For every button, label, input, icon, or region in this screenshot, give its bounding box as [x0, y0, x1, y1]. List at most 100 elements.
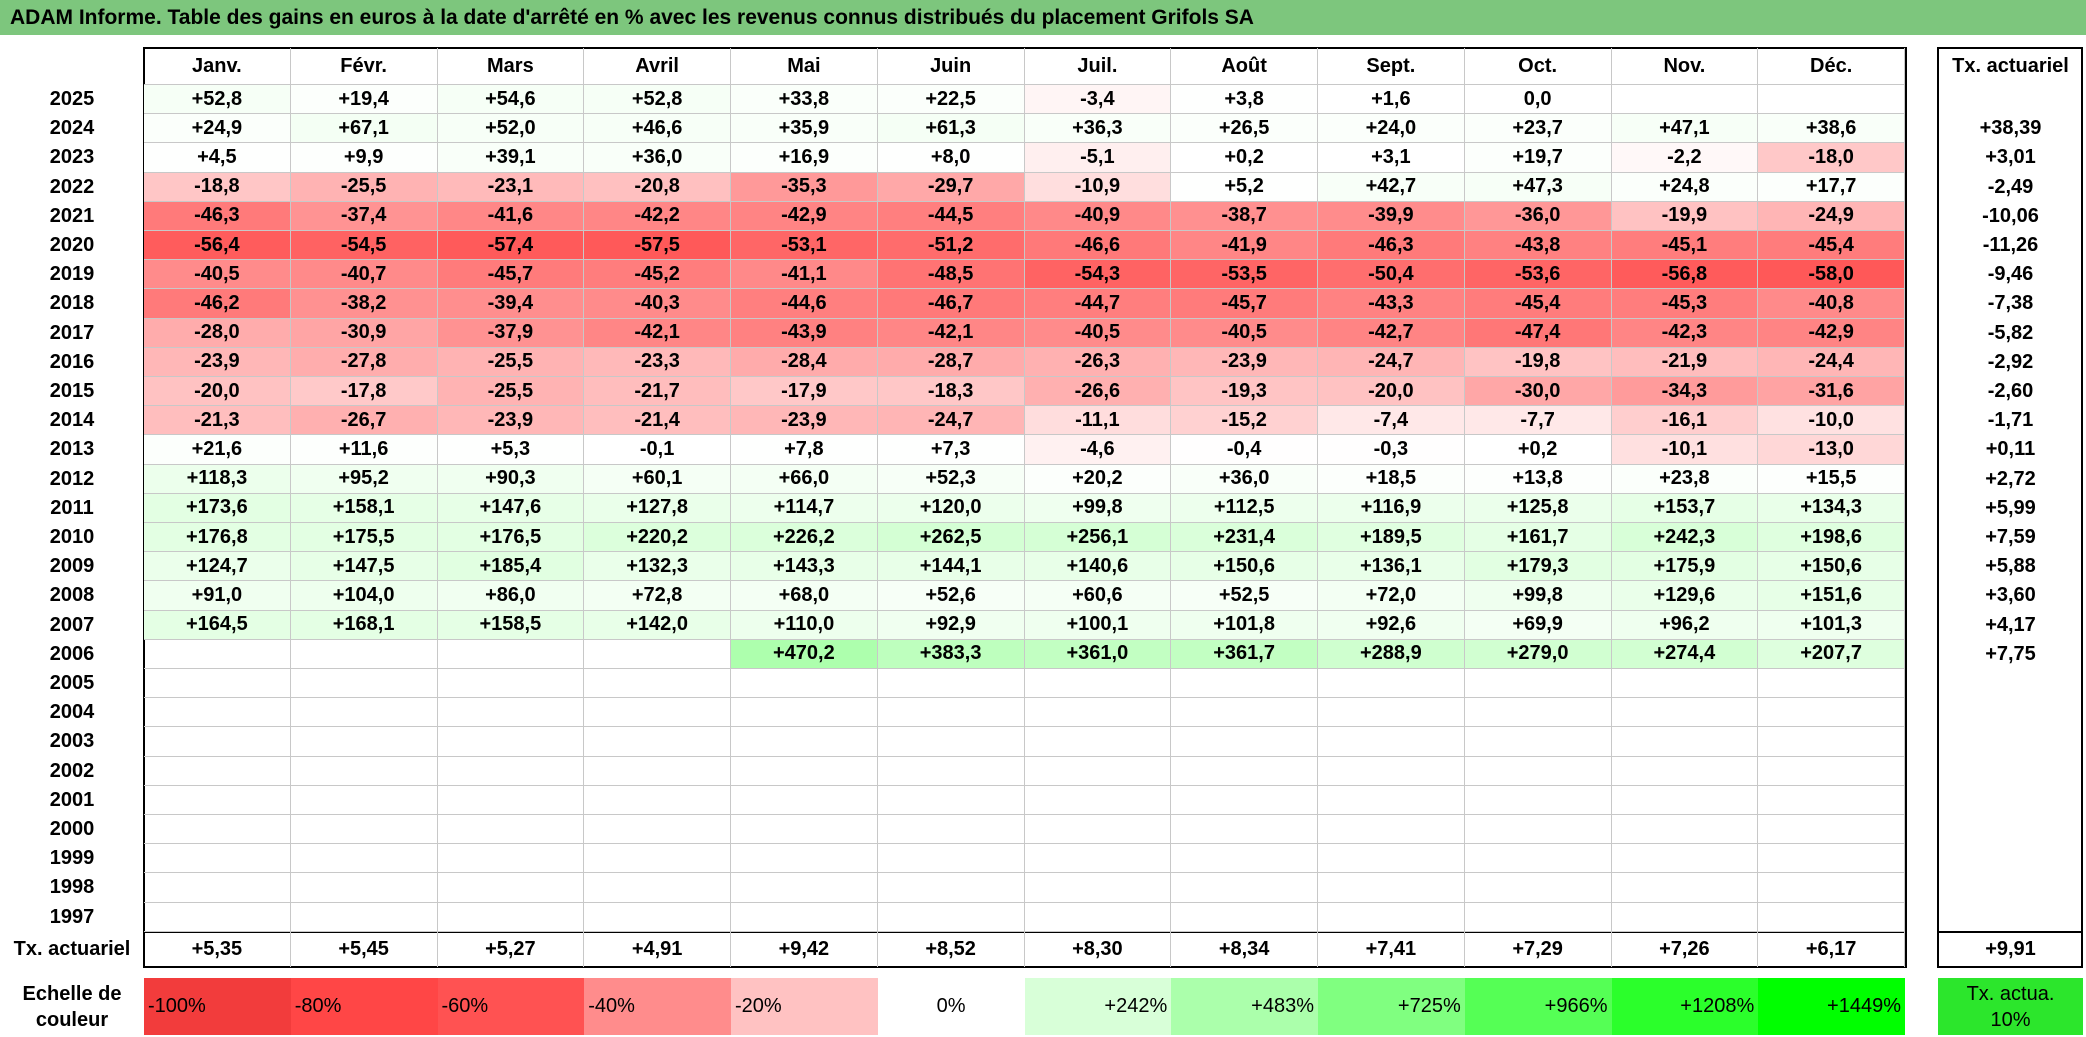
value-cell: -38,2 [290, 289, 438, 319]
total-cell: -11,26 [1982, 234, 2039, 257]
row-year: 2012 [49, 467, 95, 490]
value-cell: +127,8 [584, 493, 731, 523]
value-cell: +101,8 [1171, 610, 1318, 640]
value-cell [144, 785, 291, 815]
value-cell [1318, 873, 1465, 903]
value-cell: +144,1 [877, 552, 1025, 582]
value-cell: +112,5 [1171, 493, 1318, 523]
value-cell: +20,2 [1024, 464, 1172, 494]
value-cell: -40,5 [144, 260, 291, 290]
value-cell [290, 815, 438, 845]
value-cell [584, 727, 731, 757]
value-cell [1758, 902, 1905, 932]
value-cell: +143,3 [731, 552, 878, 582]
value-cell: -45,2 [584, 260, 731, 290]
value-cell: -26,7 [290, 406, 438, 436]
value-cell: +24,0 [1318, 114, 1465, 144]
total-cell: +2,72 [1985, 467, 2036, 490]
value-cell: +60,6 [1024, 581, 1172, 611]
value-cell: +383,3 [877, 639, 1025, 669]
value-cell [1318, 902, 1465, 932]
value-cell: +13,8 [1464, 464, 1612, 494]
value-cell: +1,6 [1318, 85, 1465, 115]
value-cell: +5,2 [1171, 172, 1318, 202]
value-cell: +104,0 [290, 581, 438, 611]
value-cell [877, 873, 1025, 903]
value-cell [877, 756, 1025, 786]
value-cell: +90,3 [437, 464, 585, 494]
row-year: 2020 [49, 234, 95, 257]
legend-swatch: +483% [1171, 978, 1318, 1035]
value-cell: +242,3 [1611, 523, 1759, 553]
value-cell [144, 756, 291, 786]
legend-swatch: -40% [584, 978, 731, 1035]
value-cell: -46,3 [144, 201, 291, 231]
value-cell: -40,3 [584, 289, 731, 319]
value-cell: -20,0 [1318, 377, 1465, 407]
value-cell: -18,8 [144, 172, 291, 202]
value-cell: -18,0 [1758, 143, 1905, 173]
total-cell: -2,60 [1987, 380, 2034, 403]
value-cell: +11,6 [290, 435, 438, 465]
value-cell [1318, 785, 1465, 815]
value-cell [584, 639, 731, 669]
value-cell [1611, 698, 1759, 728]
total-cell [1938, 786, 2083, 815]
column-header: Mai [731, 48, 878, 85]
value-cell: +118,3 [144, 464, 291, 494]
value-cell: +176,5 [437, 523, 585, 553]
value-cell [1611, 815, 1759, 845]
value-cell: +256,1 [1024, 523, 1172, 553]
value-cell: -45,1 [1611, 231, 1759, 261]
value-cell [1611, 844, 1759, 874]
value-cell: -15,2 [1171, 406, 1318, 436]
value-cell: -42,1 [584, 318, 731, 348]
value-cell: +19,4 [290, 85, 438, 115]
value-cell [437, 844, 585, 874]
value-cell: +24,9 [144, 114, 291, 144]
value-cell: -10,9 [1024, 172, 1172, 202]
value-cell [1611, 785, 1759, 815]
row-year: 2000 [49, 818, 95, 841]
legend-swatch: +966% [1464, 978, 1612, 1035]
value-cell: -10,0 [1758, 406, 1905, 436]
value-cell: +60,1 [584, 464, 731, 494]
value-cell [731, 844, 878, 874]
value-cell [437, 669, 585, 699]
value-cell: +8,0 [877, 143, 1025, 173]
value-cell: +46,6 [584, 114, 731, 144]
value-cell [144, 727, 291, 757]
value-cell: -53,6 [1464, 260, 1612, 290]
value-cell: +52,8 [584, 85, 731, 115]
total-cell: +3,01 [1985, 146, 2036, 169]
value-cell [877, 902, 1025, 932]
total-cell [1938, 815, 2083, 844]
value-cell: -23,9 [731, 406, 878, 436]
total-cell [1938, 873, 2083, 902]
value-cell [290, 756, 438, 786]
total-cell: -1,71 [1987, 409, 2034, 432]
total-cell [1938, 727, 2083, 756]
value-cell [144, 639, 291, 669]
value-cell: -25,5 [290, 172, 438, 202]
value-cell [877, 844, 1025, 874]
total-cell [1938, 757, 2083, 786]
footer-cell: +5,27 [438, 931, 585, 967]
total-cell: -2,92 [1987, 350, 2034, 373]
total-cell: +38,39 [1979, 117, 2042, 140]
value-cell: +134,3 [1758, 493, 1905, 523]
value-cell: -25,5 [437, 347, 585, 377]
legend-swatch: -20% [731, 978, 878, 1035]
value-cell: +36,0 [1171, 464, 1318, 494]
value-cell: -19,8 [1464, 347, 1612, 377]
value-cell: +220,2 [584, 523, 731, 553]
value-cell: +52,6 [877, 581, 1025, 611]
value-cell: +38,6 [1758, 114, 1905, 144]
footer-cell: +7,29 [1465, 931, 1612, 967]
value-cell [1024, 698, 1172, 728]
value-cell: +7,8 [731, 435, 878, 465]
value-cell: +274,4 [1611, 639, 1759, 669]
value-cell: -0,1 [584, 435, 731, 465]
column-header: Avril [584, 48, 731, 85]
value-cell: +54,6 [437, 85, 585, 115]
